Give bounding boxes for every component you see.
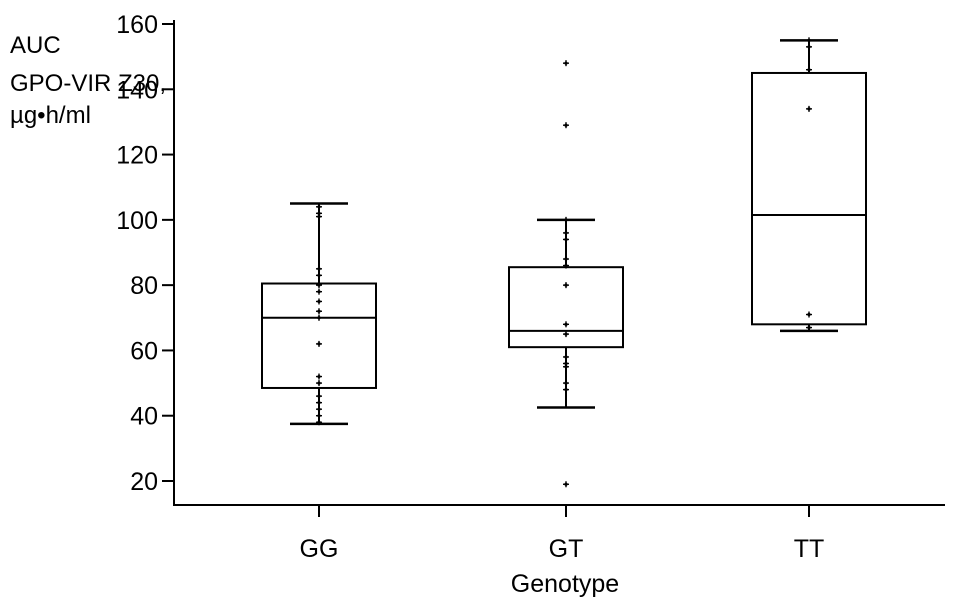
y-tick-label: 120 <box>116 142 158 170</box>
y-tick-label: 80 <box>130 272 158 300</box>
data-point <box>563 380 569 387</box>
data-point <box>316 288 322 295</box>
data-points <box>316 37 812 488</box>
y-tick-label: 160 <box>116 11 158 39</box>
data-point <box>563 256 569 263</box>
x-tick-label: GG <box>300 535 339 563</box>
data-point <box>806 43 812 50</box>
data-point <box>806 311 812 318</box>
data-point <box>806 324 812 331</box>
data-point <box>806 105 812 112</box>
y-tick-label: 140 <box>116 76 158 104</box>
data-point <box>563 353 569 360</box>
data-point <box>806 37 812 44</box>
data-point <box>316 380 322 387</box>
data-point <box>563 321 569 328</box>
data-point <box>316 314 322 321</box>
data-point <box>316 373 322 380</box>
data-point <box>316 412 322 419</box>
box-gt <box>508 218 624 409</box>
data-point <box>563 481 569 488</box>
data-point <box>563 216 569 223</box>
iqr-box <box>751 71 867 326</box>
y-tick-label: 60 <box>130 337 158 365</box>
y-tick-label: 40 <box>130 403 158 431</box>
data-point <box>563 229 569 236</box>
box-tt <box>751 39 867 333</box>
data-point <box>316 340 322 347</box>
data-point <box>316 419 322 426</box>
data-point <box>563 262 569 269</box>
data-point <box>563 386 569 393</box>
data-point <box>563 331 569 338</box>
data-point <box>316 399 322 406</box>
data-point <box>316 203 322 210</box>
data-point <box>316 308 322 315</box>
y-tick-label: 20 <box>130 468 158 496</box>
data-point <box>563 122 569 129</box>
data-point <box>316 393 322 400</box>
data-point <box>316 282 322 289</box>
data-point <box>563 236 569 243</box>
data-point <box>563 60 569 67</box>
x-tick-label: TT <box>794 535 825 563</box>
x-ticks: GG GT TT <box>300 505 825 563</box>
data-point <box>806 66 812 73</box>
data-point <box>316 298 322 305</box>
y-ticks: 20 40 60 80 100 120 140 160 <box>116 11 174 496</box>
data-point <box>563 363 569 370</box>
y-axis-title-line-2: GPO-VIR Z30, <box>10 70 167 97</box>
x-axis-title: Genotype <box>511 570 619 598</box>
x-tick-label: GT <box>549 535 584 563</box>
y-axis-title-line-1: AUC <box>10 32 61 59</box>
data-point <box>316 265 322 272</box>
data-point <box>563 282 569 289</box>
data-point <box>316 272 322 279</box>
axes <box>173 20 945 506</box>
y-axis-title-line-3: µg•h/ml <box>10 102 91 129</box>
data-point <box>316 213 322 220</box>
y-tick-label: 100 <box>116 207 158 235</box>
data-point <box>316 406 322 413</box>
